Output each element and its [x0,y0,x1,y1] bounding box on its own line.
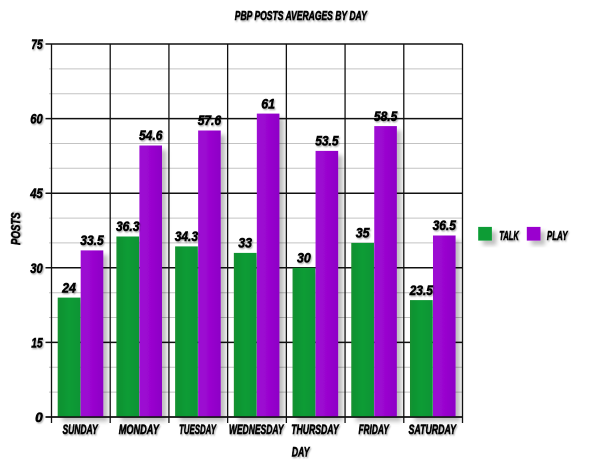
svg-text:23.5: 23.5 [409,282,433,298]
svg-text:24: 24 [61,279,76,295]
svg-text:THURSDAY: THURSDAY [291,422,340,437]
svg-text:33.5: 33.5 [80,232,104,248]
svg-text:30: 30 [30,260,43,276]
svg-text:30: 30 [297,250,311,266]
svg-text:PBP POSTS AVERAGES BY DAY: PBP POSTS AVERAGES BY DAY [235,9,368,23]
svg-text:53.5: 53.5 [315,133,339,149]
svg-text:15: 15 [31,334,43,350]
svg-text:SUNDAY: SUNDAY [62,422,99,437]
svg-text:MONDAY: MONDAY [119,422,160,437]
svg-text:POSTS: POSTS [9,212,23,245]
svg-text:TALK: TALK [499,229,519,243]
svg-text:FRIDAY: FRIDAY [358,422,390,437]
svg-text:35: 35 [356,225,370,241]
svg-text:DAY: DAY [292,445,311,460]
svg-text:75: 75 [31,36,43,52]
svg-text:WEDNESDAY: WEDNESDAY [229,422,285,437]
svg-text:36.3: 36.3 [116,218,140,234]
svg-text:60: 60 [30,111,43,127]
svg-text:0: 0 [35,409,43,425]
svg-text:61: 61 [261,95,275,111]
svg-text:36.5: 36.5 [433,217,457,233]
svg-text:PLAY: PLAY [547,229,569,243]
svg-text:54.6: 54.6 [139,127,163,143]
svg-text:34.3: 34.3 [175,228,199,244]
svg-text:SATURDAY: SATURDAY [409,422,458,437]
svg-text:58.5: 58.5 [374,108,398,124]
svg-text:33: 33 [238,235,252,251]
svg-text:57.6: 57.6 [198,112,222,128]
svg-text:45: 45 [30,185,43,201]
svg-text:TUESDAY: TUESDAY [179,422,217,437]
